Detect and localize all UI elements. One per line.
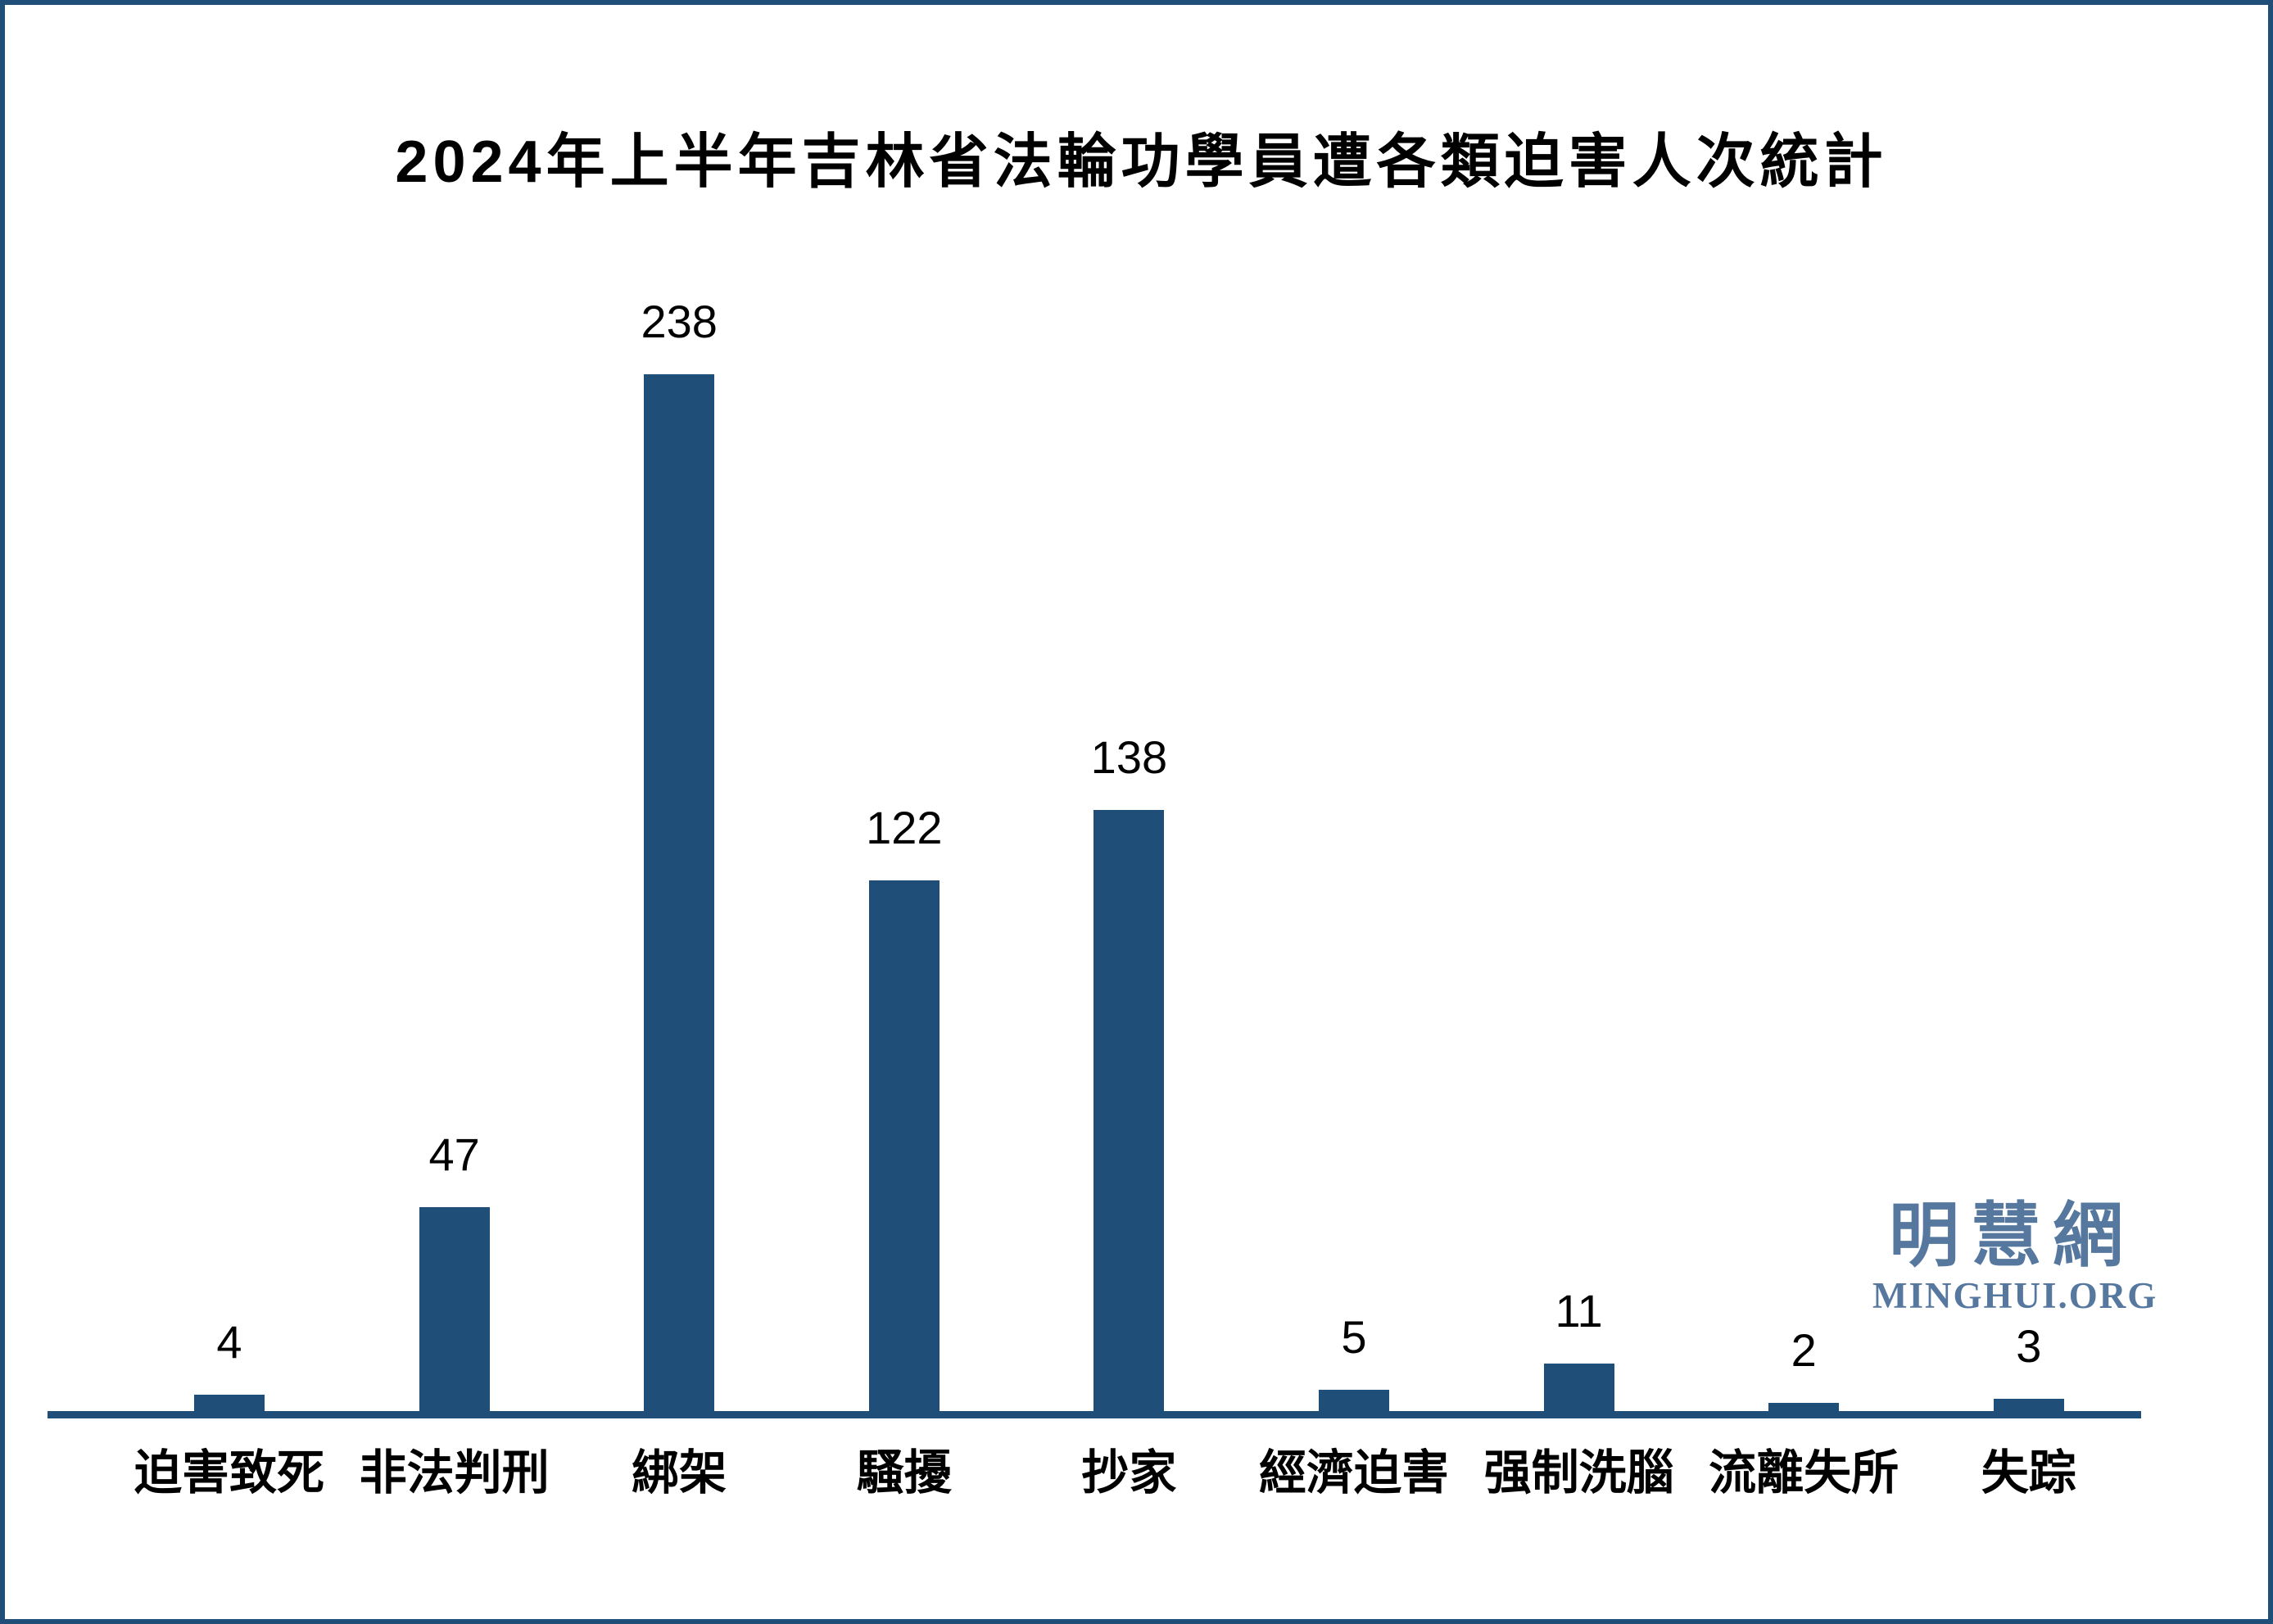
bar-value-label: 2 [1791,1324,1817,1376]
bar [194,1395,265,1412]
x-axis-category-label: 流離失所 [1709,1446,1899,1500]
bar [1993,1399,2064,1412]
chart-title: 2024年上半年吉林省法輪功學員遭各類迫害人次統計 [395,129,1888,195]
x-axis-line [48,1411,2141,1418]
bar-value-label: 122 [866,802,943,853]
x-axis-category-label: 抄家 [1081,1446,1177,1500]
minghui-url-text: MINGHUI.ORG [1872,1275,2158,1316]
bar-value-label: 3 [2016,1320,2042,1372]
bar [419,1207,490,1412]
minghui-watermark: 明慧網 MINGHUI.ORG [1872,1197,2158,1316]
bar-value-label: 47 [428,1129,480,1180]
x-axis-category-label: 騷擾 [856,1446,952,1500]
x-axis-category-label: 非法判刑 [359,1446,550,1500]
bar-value-label: 11 [1555,1285,1603,1337]
x-axis-category-label: 迫害致死 [134,1446,324,1500]
x-axis-category-label: 經濟迫害 [1258,1446,1449,1500]
bar [1319,1390,1389,1412]
x-axis-category-label: 强制洗腦 [1483,1446,1674,1500]
bar [868,880,940,1412]
bar-value-label: 138 [1090,731,1168,783]
bar-value-label: 238 [641,296,718,347]
x-axis-category-label: 綁架 [632,1446,727,1500]
bar [1543,1364,1614,1412]
bar [1768,1403,1840,1412]
x-axis-category-label: 失踪 [1981,1446,2076,1500]
plot-area: 4 迫害致死 47 非法判刑 238 綁架 122 騷擾 138 抄家 5 經濟迫害 11 强制洗腦 2 流離… [5,5,2268,1619]
minghui-logo-text: 明慧網 [1889,1197,2135,1275]
bar [644,374,715,1412]
bar-value-label: 4 [216,1316,242,1368]
bar-value-label: 5 [1341,1311,1367,1363]
bar [1093,810,1165,1412]
